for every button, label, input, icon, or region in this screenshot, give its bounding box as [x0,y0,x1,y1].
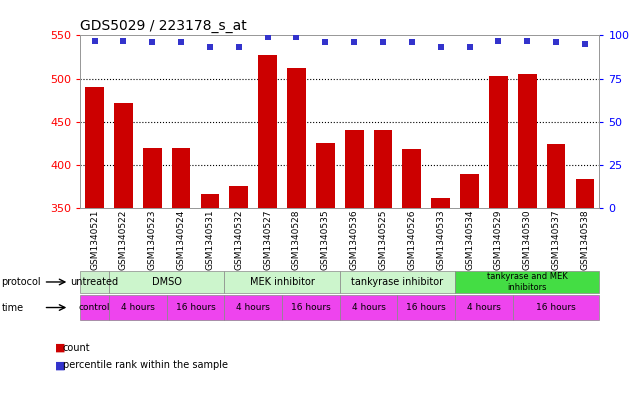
Bar [431,198,450,208]
Point [378,39,388,46]
Text: ■: ■ [54,360,65,371]
Text: 4 hours: 4 hours [121,303,154,312]
Point [349,39,360,46]
Point [522,37,532,44]
Text: 16 hours: 16 hours [536,303,576,312]
Text: GDS5029 / 223178_s_at: GDS5029 / 223178_s_at [80,19,247,33]
Text: DMSO: DMSO [152,277,181,287]
Bar [403,149,421,208]
Text: 16 hours: 16 hours [176,303,215,312]
Bar [114,103,133,208]
Text: time: time [1,303,24,312]
Text: tankyrase and MEK
inhibitors: tankyrase and MEK inhibitors [487,272,567,292]
Point [406,39,417,46]
Bar [576,179,594,208]
Text: tankyrase inhibitor: tankyrase inhibitor [351,277,444,287]
Point [89,37,100,44]
Text: ■: ■ [54,343,65,353]
Point [147,39,158,46]
Text: 4 hours: 4 hours [237,303,270,312]
Bar [374,130,392,208]
Text: 4 hours: 4 hours [352,303,385,312]
Text: untreated: untreated [71,277,119,287]
Point [494,37,504,44]
Bar [85,87,104,208]
Text: 16 hours: 16 hours [406,303,446,312]
Point [291,34,301,40]
Text: MEK inhibitor: MEK inhibitor [249,277,315,287]
Bar [345,130,363,208]
Bar [518,74,537,208]
Bar [258,55,277,208]
Point [580,41,590,47]
Point [436,44,446,51]
Point [320,39,331,46]
Point [464,44,474,51]
Bar [316,143,335,208]
Text: 4 hours: 4 hours [467,303,501,312]
Text: protocol: protocol [1,277,41,287]
Bar [287,68,306,208]
Text: 16 hours: 16 hours [291,303,331,312]
Point [233,44,244,51]
Bar [489,76,508,208]
Bar [229,186,248,208]
Bar [547,144,565,208]
Bar [460,174,479,208]
Bar [143,148,162,208]
Bar [201,195,219,208]
Point [176,39,186,46]
Point [551,39,562,46]
Text: count: count [63,343,90,353]
Text: control: control [79,303,110,312]
Point [118,37,128,44]
Bar [172,148,190,208]
Point [205,44,215,51]
Point [263,34,273,40]
Text: percentile rank within the sample: percentile rank within the sample [63,360,228,371]
